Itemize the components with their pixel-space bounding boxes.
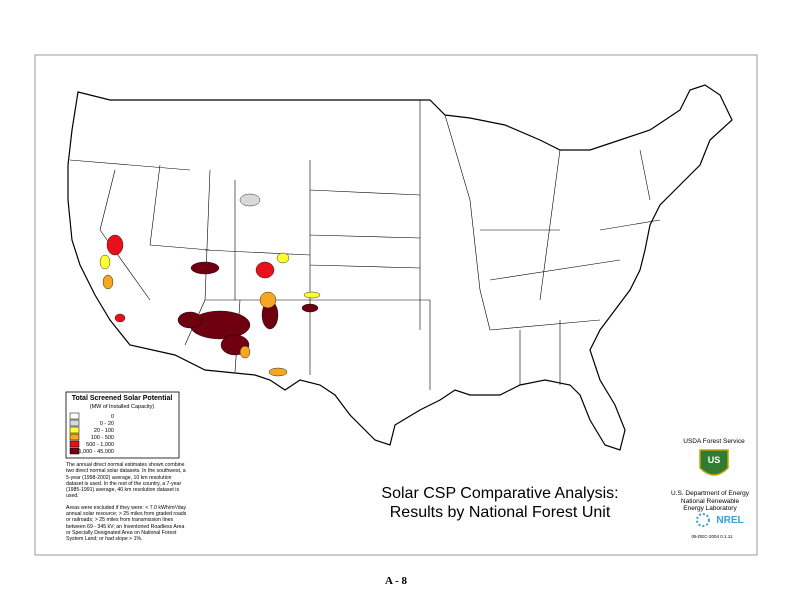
doe: U.S. Department of Energy National Renew…: [660, 490, 760, 513]
legend-label: 20 - 100: [94, 428, 114, 434]
forest-unit: [99, 254, 111, 270]
forest-unit: [255, 261, 275, 279]
legend-subtitle: (MW of Installed Capacity): [90, 404, 155, 410]
usda-shield: [699, 449, 729, 476]
legend-swatch: [69, 433, 80, 441]
forest-units: [99, 193, 321, 377]
legend-label: 500 - 1,000: [86, 442, 114, 448]
doe-line: U.S. Department of Energy: [670, 490, 750, 497]
forest-unit: [190, 261, 220, 275]
legend-swatch: [69, 412, 80, 420]
note: The annual direct normal estimates shown…: [66, 462, 186, 500]
doe-line: National Renewable: [680, 497, 740, 505]
forest-unit: [239, 345, 251, 359]
legend-box: [65, 391, 180, 459]
usda-name: USDA Forest Service: [683, 438, 745, 445]
forest-unit: [303, 291, 321, 299]
notes: The annual direct normal estimates shown…: [66, 462, 188, 548]
note: Areas were excluded if they were: < 7.0 …: [66, 504, 187, 543]
legend-label: 0 - 20: [100, 421, 114, 427]
forest-unit: [259, 291, 277, 309]
page-label: A - 8: [385, 575, 408, 587]
forest-unit: [177, 311, 203, 329]
map-date: 06-DEC-2004 0.1.11: [692, 534, 733, 539]
legend-label: 0: [111, 414, 114, 420]
nrel-logo-text: NREL: [716, 515, 743, 526]
forest-unit: [268, 367, 288, 377]
title-line: Results by National Forest Unit: [389, 504, 611, 521]
title-line: Solar CSP Comparative Analysis:: [381, 485, 619, 502]
forest-unit: [301, 303, 319, 313]
map-title: Solar CSP Comparative Analysis: Results …: [350, 484, 650, 522]
legend-label: 1,000 - 45,000: [79, 449, 114, 455]
legend-swatch: [69, 419, 80, 427]
forest-unit: [239, 193, 261, 207]
nrel-sun: [696, 513, 710, 527]
forest-unit: [114, 313, 126, 323]
forest-unit: [276, 252, 290, 264]
forest-unit: [106, 234, 124, 256]
legend-swatch: [69, 447, 80, 455]
legend-swatch: [69, 440, 80, 448]
doe-line: Energy Laboratory: [683, 505, 737, 512]
usda-logo-text: US: [708, 455, 721, 465]
legend-swatch: [69, 426, 80, 434]
legend-title: Total Screened Solar Potential: [72, 395, 173, 402]
legend-label: 100 - 500: [91, 435, 114, 441]
forest-unit: [102, 274, 114, 290]
